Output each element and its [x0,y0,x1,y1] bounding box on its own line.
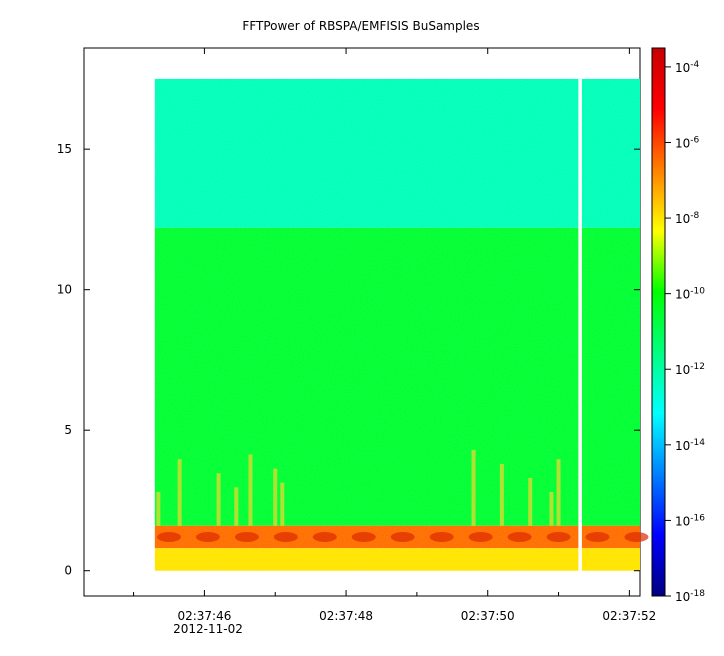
colorbar-tick-label: 10-4 [675,60,700,75]
y-tick-label: 15 [57,142,72,156]
colorbar: 10-18 10-16 10-14 10-12 10-10 10-8 10-6 10-4 [651,47,705,604]
emission-burst [156,492,161,526]
x-tick-label: 02:37:46 [177,609,231,623]
emission-burst [280,482,285,526]
emission-bump [234,531,259,542]
y-tick-label: 0 [64,564,72,578]
emission-burst [234,487,239,526]
colorbar-ticks: 10-18 10-16 10-14 10-12 10-10 10-8 10-6 10-4 [665,60,705,604]
colorbar-tick-label: 10-14 [675,438,705,453]
colorbar-tick-label: 10-10 [675,287,705,302]
emission-burst [273,468,278,526]
colorbar-tick-label: 10-16 [675,513,705,528]
spectrogram-image [154,78,641,571]
emission-bump [546,531,571,542]
colorbar-gradient [651,47,666,597]
band-features [156,449,649,542]
emission-burst [528,477,533,526]
emission-burst [471,449,476,526]
emission-bump [273,531,298,542]
spectrogram-noise-texture [154,78,641,571]
emission-bump [507,531,532,542]
emission-bump [156,531,181,542]
emission-burst [216,473,221,526]
y-tick-label: 5 [64,423,72,437]
emission-burst [248,454,253,526]
colorbar-tick-label: 10-18 [675,589,705,604]
emission-bump [390,531,415,542]
x-axis: 02:37:46 02:37:48 02:37:50 02:37:52 [133,48,656,623]
emission-bump [351,531,376,542]
emission-burst [177,459,182,526]
y-tick-label: 10 [57,283,72,297]
colorbar-tick-label: 10-8 [675,211,700,226]
data-gap [578,78,582,571]
emission-bump [624,531,649,542]
emission-bump [429,531,454,542]
colorbar-tick-label: 10-12 [675,362,705,377]
y-axis: 0 5 10 15 [57,142,640,578]
colorbar-tick-label: 10-6 [675,135,700,150]
emission-bump [312,531,337,542]
emission-burst [549,492,554,526]
emission-bump [468,531,493,542]
x-date-label: 2012-11-02 [173,622,243,636]
emission-burst [499,463,504,526]
plot-area: 02:37:46 02:37:48 02:37:50 02:37:52 051015 … [57,47,656,636]
emission-bump [585,531,610,542]
emission-bump [195,531,220,542]
x-tick-label: 02:37:50 [461,609,515,623]
chart-title: FFTPower of RBSPA/EMFISIS BuSamples [242,19,479,33]
x-tick-label: 02:37:52 [602,609,656,623]
x-tick-label: 02:37:48 [319,609,373,623]
emission-burst [556,459,561,526]
